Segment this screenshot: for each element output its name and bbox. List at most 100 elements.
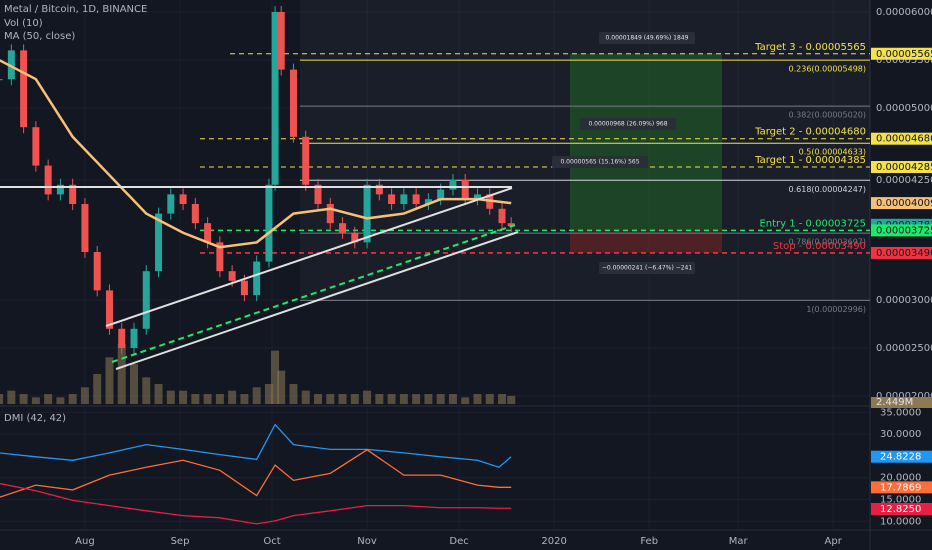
volume-bar	[117, 344, 126, 404]
volume-bar	[154, 384, 163, 404]
volume-bar	[448, 394, 457, 404]
volume-bar	[19, 394, 28, 404]
volume-bar	[271, 350, 280, 404]
y-tick-label: 0.00005000	[876, 103, 932, 114]
candle-body	[191, 203, 199, 224]
volume-bar	[412, 394, 421, 404]
x-tick-label: Oct	[263, 536, 280, 547]
candle-body	[388, 194, 396, 204]
volume-label-bg	[871, 397, 932, 408]
x-tick-label: Aug	[75, 536, 95, 547]
candle-body	[412, 194, 420, 204]
candle-body	[498, 208, 506, 224]
measure-box	[552, 156, 648, 168]
measure-label: 0.00001849 (49.69%) 1849	[606, 35, 689, 42]
dmi-line	[0, 482, 512, 525]
volume-bar	[507, 395, 516, 404]
x-tick-label: Nov	[357, 536, 377, 547]
candle-body	[400, 194, 408, 204]
volume-bar	[375, 394, 384, 404]
price-label: 0.00004285	[876, 162, 932, 173]
dmi-title: DMI (42, 42)	[4, 413, 66, 424]
dmi-value-label: 24.8228	[880, 452, 921, 463]
volume-bar	[80, 387, 89, 404]
ma-line	[0, 59, 512, 249]
indicator: Vol (10)	[4, 18, 43, 29]
volume-bar	[228, 390, 237, 404]
dmi-label-bg	[871, 450, 932, 463]
price-label-bg	[871, 132, 932, 145]
y-tick-label: 0.00005500	[876, 55, 932, 66]
x-tick-label: Apr	[825, 536, 843, 547]
dmi-value-label: 17.7869	[880, 482, 921, 493]
candle-body	[228, 271, 236, 281]
stop-zone	[570, 230, 722, 253]
channel-dashed	[111, 224, 516, 363]
volume-bar	[436, 394, 445, 404]
price-label-bg	[871, 161, 932, 174]
volume-bar	[130, 364, 139, 404]
volume-bar	[277, 370, 286, 404]
indicator: MA (50, close)	[4, 31, 75, 42]
measure-box	[599, 32, 695, 44]
y-tick-label: 0.00002500	[876, 343, 932, 354]
candle-body	[142, 271, 150, 329]
candle-body	[56, 184, 64, 195]
candle-body	[363, 184, 371, 243]
level-label: Target 1 - 0.00004385	[754, 155, 866, 166]
x-tick-label: Feb	[640, 536, 658, 547]
volume-bar	[363, 390, 372, 404]
level-label: Target 2 - 0.00004680	[754, 127, 866, 138]
y-tick-label: 0.00004250	[876, 175, 932, 186]
candle-body	[277, 11, 285, 70]
volume-bar	[215, 394, 224, 404]
volume-bar	[240, 394, 249, 404]
price-label-bg	[871, 47, 932, 60]
candle-body	[424, 199, 432, 204]
candle-body	[0, 79, 3, 81]
price-label: 0.00003725	[876, 225, 932, 236]
volume-bar	[399, 394, 408, 404]
candle-body	[204, 223, 212, 243]
candle-body	[271, 11, 279, 185]
dmi-line	[0, 449, 512, 498]
price-label-bg	[871, 246, 932, 259]
volume-bar	[264, 384, 273, 404]
volume-bar	[56, 397, 65, 404]
volume-bar	[289, 384, 298, 404]
dmi-label-bg	[871, 502, 932, 515]
price-label-bg	[871, 197, 932, 210]
price-label: 0.00003490	[876, 248, 932, 259]
x-tick-label: 2020	[541, 536, 566, 547]
candle-body	[32, 127, 40, 166]
candle-body	[473, 194, 481, 200]
y-tick-label: 30.0000	[880, 429, 921, 440]
candle-body	[105, 290, 113, 329]
candle-body	[375, 184, 383, 195]
candle-body	[314, 184, 322, 204]
measure-label: −0.00000241 (−6.47%) −241	[602, 265, 693, 272]
price-label: 0.00004009	[876, 198, 932, 209]
candle-body	[155, 213, 163, 272]
candle-body	[93, 251, 101, 291]
candle-body	[179, 194, 187, 204]
measure-box	[580, 118, 676, 130]
candle-body	[81, 203, 89, 252]
dmi-line	[0, 423, 512, 468]
x-tick-label: Mar	[729, 536, 749, 547]
fib-label: 0.5(0.00004633)	[799, 148, 866, 157]
volume-bar	[498, 394, 507, 404]
candle-body	[437, 189, 445, 200]
volume-bar	[191, 394, 200, 404]
volume-bar	[252, 387, 261, 404]
volume-bar	[314, 394, 323, 404]
price-label: 0.00004680	[876, 134, 932, 145]
volume-bar	[424, 394, 433, 404]
measure-box	[599, 262, 695, 274]
candle-body	[167, 194, 175, 214]
volume-bar	[0, 394, 4, 404]
fib-label: 0.236(0.00005498)	[789, 65, 867, 74]
volume-bar	[387, 394, 396, 404]
candle-body	[507, 223, 515, 227]
